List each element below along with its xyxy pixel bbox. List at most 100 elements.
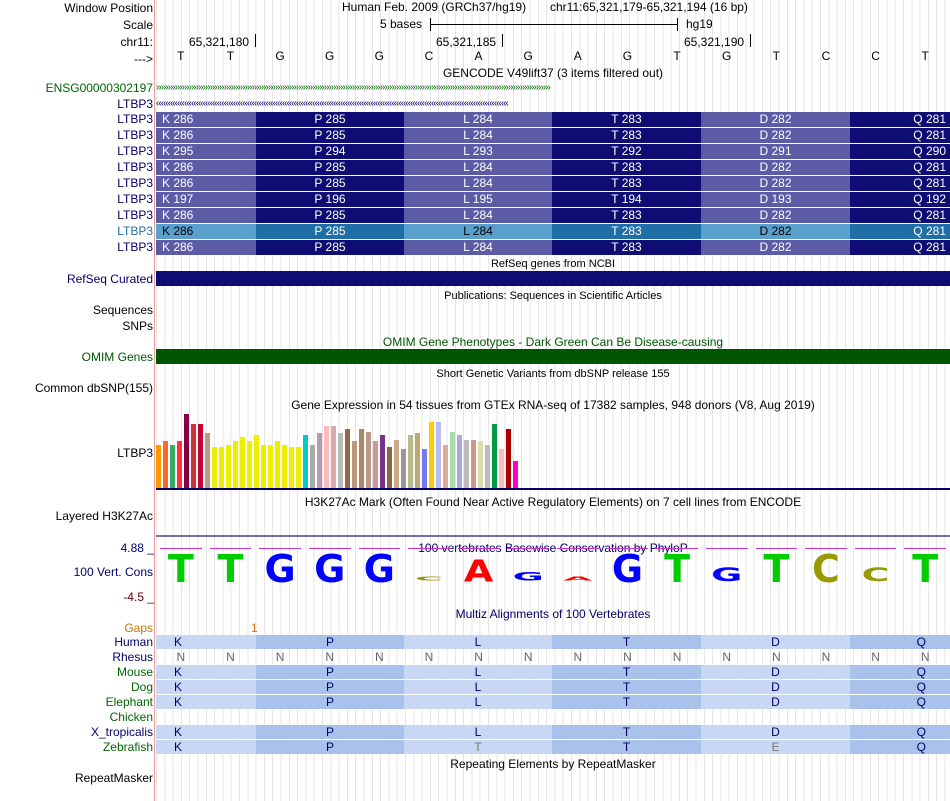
conservation-letter[interactable]: G [314, 547, 346, 591]
amino-acid-cell[interactable]: Q 281 [850, 176, 950, 191]
alignment-aa-cell[interactable]: K [156, 680, 256, 694]
alignment-aa-cell[interactable]: T [552, 665, 701, 679]
gtex-bar[interactable] [310, 445, 315, 488]
amino-acid-cell[interactable]: T 283 [552, 128, 701, 143]
snps-label[interactable]: SNPs [122, 319, 153, 333]
gtex-bar[interactable] [219, 447, 224, 488]
alignment-aa-cell[interactable]: D [701, 635, 850, 649]
gtex-bar[interactable] [345, 429, 350, 488]
gtex-bar[interactable] [450, 432, 455, 488]
gtex-bar[interactable] [506, 429, 511, 488]
alignment-aa-cell[interactable]: P [256, 740, 404, 754]
gtex-bar[interactable] [338, 433, 343, 488]
amino-acid-cell[interactable]: K 286 [156, 224, 256, 239]
amino-acid-cell[interactable]: L 293 [404, 144, 552, 159]
ltbp3-track[interactable]: ‹‹‹‹‹‹‹‹‹‹‹‹‹‹‹‹‹‹‹‹‹‹‹‹‹‹‹‹‹‹‹‹‹‹‹‹‹‹‹‹… [156, 99, 509, 109]
amino-acid-cell[interactable]: T 194 [552, 192, 701, 207]
amino-acid-cell[interactable]: L 284 [404, 160, 552, 175]
dbsnp-title[interactable]: Short Genetic Variants from dbSNP releas… [436, 368, 670, 380]
gtex-bar[interactable] [170, 445, 175, 488]
alignment-aa-cell[interactable]: T [552, 725, 701, 739]
alignment-aa-cell[interactable]: L [404, 695, 552, 709]
amino-acid-cell[interactable]: T 292 [552, 144, 701, 159]
amino-acid-cell[interactable]: T 283 [552, 224, 701, 239]
gtex-label[interactable]: LTBP3 [117, 446, 153, 460]
gtex-bar[interactable] [359, 429, 364, 488]
amino-acid-cell[interactable]: T 283 [552, 208, 701, 223]
gtex-bar[interactable] [485, 445, 490, 488]
alignment-aa-cell[interactable]: P [256, 695, 404, 709]
gencode-row-label[interactable]: LTBP3 [117, 176, 153, 190]
alignment-aa-cell[interactable]: P [256, 725, 404, 739]
alignment-aa-cell[interactable]: T [552, 635, 701, 649]
species-label[interactable]: Chicken [109, 710, 153, 724]
gtex-bar[interactable] [394, 440, 399, 488]
gtex-bar[interactable] [177, 441, 182, 488]
gtex-bar[interactable] [303, 435, 308, 488]
gtex-bar[interactable] [331, 426, 336, 488]
gtex-bar[interactable] [513, 461, 518, 488]
species-label[interactable]: Rhesus [112, 650, 153, 664]
gtex-bar[interactable] [436, 422, 441, 488]
gtex-bar[interactable] [226, 445, 231, 488]
amino-acid-cell[interactable]: L 284 [404, 176, 552, 191]
sequences-label[interactable]: Sequences [92, 303, 153, 317]
amino-acid-cell[interactable]: P 285 [256, 160, 404, 175]
gtex-bar[interactable] [415, 433, 420, 488]
amino-acid-cell[interactable]: L 195 [404, 192, 552, 207]
conservation-letter[interactable]: G [264, 547, 296, 591]
gtex-bar[interactable] [464, 440, 469, 488]
amino-acid-cell[interactable]: Q 192 [850, 192, 950, 207]
omim-track-bar[interactable] [156, 349, 950, 364]
gtex-bar[interactable] [366, 432, 371, 488]
gtex-bar[interactable] [422, 449, 427, 488]
conservation-letter[interactable]: C [414, 575, 443, 582]
gtex-bar[interactable] [282, 445, 287, 488]
amino-acid-cell[interactable]: Q 281 [850, 128, 950, 143]
alignment-aa-cell[interactable]: L [404, 680, 552, 694]
gtex-bar[interactable] [324, 426, 329, 488]
gtex-bar[interactable] [233, 441, 238, 488]
gtex-bar[interactable] [247, 441, 252, 488]
h3k27ac-label[interactable]: Layered H3K27Ac [55, 509, 153, 523]
amino-acid-cell[interactable]: K 286 [156, 160, 256, 175]
omim-title[interactable]: OMIM Gene Phenotypes - Dark Green Can Be… [382, 335, 724, 349]
amino-acid-cell[interactable]: K 286 [156, 208, 256, 223]
alignment-aa-cell[interactable]: T [552, 680, 701, 694]
amino-acid-cell[interactable]: L 284 [404, 208, 552, 223]
gencode-row-label[interactable]: LTBP3 [117, 208, 153, 222]
amino-acid-cell[interactable]: D 282 [701, 240, 850, 255]
alignment-aa-cell[interactable]: K [156, 725, 256, 739]
amino-acid-cell[interactable]: K 286 [156, 112, 256, 127]
h3k27ac-title[interactable]: H3K27Ac Mark (Often Found Near Active Re… [304, 495, 802, 509]
alignment-aa-cell[interactable]: L [404, 725, 552, 739]
amino-acid-cell[interactable]: P 285 [256, 224, 404, 239]
conservation-letter[interactable]: G [363, 547, 395, 591]
gtex-bar[interactable] [156, 445, 161, 488]
refseq-title[interactable]: RefSeq genes from NCBI [490, 258, 616, 270]
alignment-aa-cell[interactable]: K [156, 740, 256, 754]
gtex-bar[interactable] [261, 445, 266, 488]
amino-acid-cell[interactable]: D 291 [701, 144, 850, 159]
gtex-bar[interactable] [205, 433, 210, 488]
amino-acid-cell[interactable]: T 283 [552, 176, 701, 191]
gtex-bar[interactable] [443, 445, 448, 488]
omim-label[interactable]: OMIM Genes [81, 350, 153, 364]
gtex-bar[interactable] [457, 435, 462, 488]
alignment-aa-cell[interactable]: Q [850, 740, 950, 754]
gtex-bar[interactable] [317, 433, 322, 488]
gencode-row-label[interactable]: LTBP3 [117, 112, 153, 126]
gencode-row-label[interactable]: LTBP3 [117, 224, 153, 238]
amino-acid-cell[interactable]: K 286 [156, 240, 256, 255]
gtex-bar[interactable] [471, 440, 476, 488]
publications-title[interactable]: Publications: Sequences in Scientific Ar… [444, 290, 662, 302]
cons-label[interactable]: 100 Vert. Cons [73, 565, 153, 579]
amino-acid-cell[interactable]: D 282 [701, 112, 850, 127]
amino-acid-cell[interactable]: K 286 [156, 128, 256, 143]
amino-acid-cell[interactable]: L 284 [404, 240, 552, 255]
gtex-bar[interactable] [198, 424, 203, 488]
amino-acid-cell[interactable]: T 283 [552, 112, 701, 127]
gtex-bar[interactable] [478, 441, 483, 488]
alignment-aa-cell[interactable]: T [404, 740, 552, 754]
alignment-aa-cell[interactable]: P [256, 665, 404, 679]
